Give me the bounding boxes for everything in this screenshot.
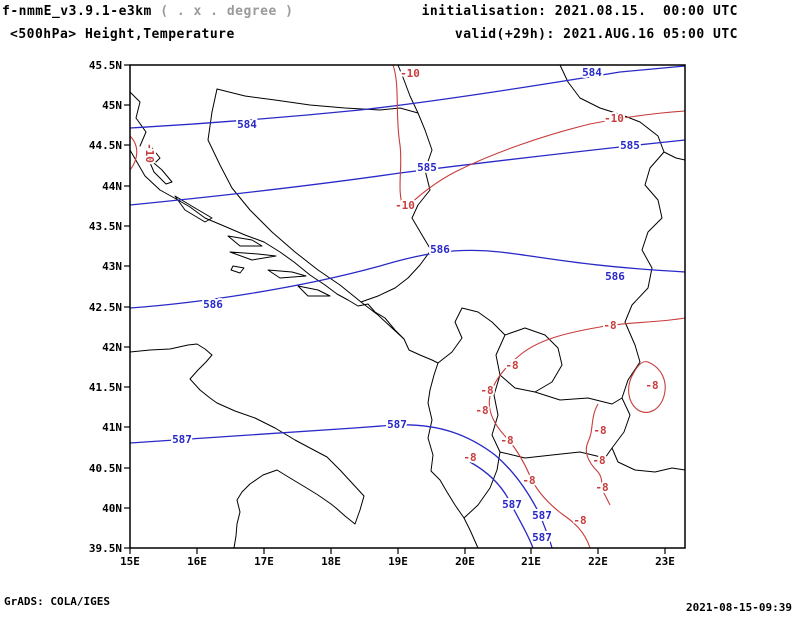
coastline-layer bbox=[129, 91, 479, 549]
border-layer bbox=[207, 64, 686, 519]
y-axis-label: 42N bbox=[102, 341, 122, 354]
temp-contour-label: -10 bbox=[604, 112, 624, 125]
temp-contour-minus8-closed-loop bbox=[628, 361, 666, 413]
height-contour-label: 587 bbox=[502, 498, 522, 511]
height-contour-label: 584 bbox=[582, 66, 602, 79]
height-contour-label: 586 bbox=[203, 298, 223, 311]
y-axis-label: 43N bbox=[102, 260, 122, 273]
temp-contour-minus8-main bbox=[488, 317, 686, 549]
temp-contour-label: -8 bbox=[505, 359, 518, 372]
height-contour-label: 586 bbox=[430, 243, 450, 256]
temp-contour-label: -8 bbox=[593, 424, 606, 437]
temp-contour-label: -8 bbox=[522, 474, 535, 487]
contour-label-layer: 584 584 585 585 586 586 586 587 587 587 587 587 -10 -… bbox=[141, 64, 661, 546]
temp-contour-label: -8 bbox=[475, 404, 488, 417]
render-timestamp: 2021-08-15-09:39 bbox=[686, 601, 792, 614]
y-axis-label: 41.5N bbox=[89, 381, 122, 394]
island-brac bbox=[227, 235, 263, 247]
border-serbia-east bbox=[559, 64, 686, 473]
height-contour-587-main bbox=[129, 424, 553, 549]
x-axis-label: 16E bbox=[187, 555, 207, 568]
field-title: <500hPa> Height,Temperature bbox=[10, 27, 235, 42]
height-contour-label: 587 bbox=[172, 433, 192, 446]
border-macedonia-west bbox=[491, 374, 501, 453]
x-axis-label: 22E bbox=[588, 555, 608, 568]
x-axis-label: 17E bbox=[254, 555, 274, 568]
temp-contour-layer bbox=[129, 64, 686, 549]
temp-contour-minus10-west bbox=[129, 135, 138, 171]
border-romania-spur bbox=[663, 151, 686, 161]
island-korcula bbox=[267, 269, 307, 279]
y-axis-label: 42.5N bbox=[89, 301, 122, 314]
y-axis-label: 45N bbox=[102, 99, 122, 112]
height-contour-label: 584 bbox=[237, 118, 257, 131]
height-contour-label: 586 bbox=[605, 270, 625, 283]
temp-contour-minus10-main bbox=[392, 64, 686, 211]
island-hvar bbox=[229, 251, 277, 261]
y-axis-label: 44.5N bbox=[89, 139, 122, 152]
y-axis-label: 40N bbox=[102, 502, 122, 515]
valid-time-label: valid(+29h): 2021.AUG.16 05:00 UTC bbox=[454, 27, 738, 42]
model-title-line: f-nmmE_v3.9.1-e3km ( . x . degree ) bbox=[2, 4, 293, 19]
temp-contour-label: -8 bbox=[573, 514, 586, 527]
temp-contour-label: -8 bbox=[463, 451, 476, 464]
y-axis-label: 41N bbox=[102, 421, 122, 434]
coastline-dalmatia-balkan bbox=[129, 149, 479, 549]
coastline-italy bbox=[129, 343, 365, 549]
height-contour-label: 587 bbox=[387, 418, 407, 431]
border-albania-greece bbox=[463, 451, 501, 519]
height-contour-label: 585 bbox=[417, 161, 437, 174]
temp-contour-label: -8 bbox=[603, 319, 616, 332]
temp-contour-label: -8 bbox=[645, 379, 658, 392]
temp-contour-label: -8 bbox=[500, 434, 513, 447]
island-vis bbox=[230, 265, 245, 274]
x-axis-label: 18E bbox=[321, 555, 341, 568]
temp-contour-minus8-wiggle bbox=[585, 403, 611, 506]
island-krk bbox=[147, 147, 161, 163]
border-montenegro-albania-kosovo bbox=[437, 307, 506, 364]
x-axis-label: 23E bbox=[655, 555, 675, 568]
model-grid-note: ( . x . degree ) bbox=[151, 4, 294, 19]
x-axis-label: 15E bbox=[120, 555, 140, 568]
x-axis-label: 20E bbox=[455, 555, 475, 568]
y-axis-label: 45.5N bbox=[89, 59, 122, 72]
model-name: f-nmmE_v3.9.1-e3km bbox=[2, 4, 152, 19]
x-axis-label: 19E bbox=[388, 555, 408, 568]
temp-contour-label: -8 bbox=[592, 454, 605, 467]
height-contour-587-secondary bbox=[469, 461, 534, 549]
height-contour-586 bbox=[129, 249, 686, 309]
height-contour-585 bbox=[129, 139, 686, 206]
temp-contour-label: -8 bbox=[480, 384, 493, 397]
x-axis-label: 21E bbox=[521, 555, 541, 568]
y-axis-label: 40.5N bbox=[89, 462, 122, 475]
grads-credit: GrADS: COLA/IGES bbox=[4, 595, 110, 608]
temp-contour-label: -10 bbox=[395, 199, 415, 212]
island-dugi-otok bbox=[174, 195, 213, 223]
temp-contour-label: -8 bbox=[595, 481, 608, 494]
border-bosnia bbox=[207, 88, 433, 303]
border-croatia-serbia bbox=[397, 64, 419, 114]
height-contour-label: 587 bbox=[532, 509, 552, 522]
temp-contour-label: -10 bbox=[143, 143, 156, 163]
border-montenegro-coast-link bbox=[360, 301, 405, 340]
y-axis-label: 39.5N bbox=[89, 542, 122, 555]
border-kosovo bbox=[495, 327, 563, 393]
init-time-label: initialisation: 2021.08.15. 00:00 UTC bbox=[421, 4, 738, 19]
island-pag bbox=[147, 157, 173, 185]
coastline-northwest-segment bbox=[129, 91, 147, 147]
height-contour-584 bbox=[129, 65, 686, 129]
border-macedonia-north bbox=[534, 391, 623, 405]
island-mljet bbox=[297, 285, 331, 297]
height-contour-label: 587 bbox=[532, 531, 552, 544]
y-axis-label: 43.5N bbox=[89, 220, 122, 233]
temp-contour-label: -10 bbox=[400, 67, 420, 80]
y-axis-label: 44N bbox=[102, 180, 122, 193]
height-contour-label: 585 bbox=[620, 139, 640, 152]
axis-layer: 45.5N 45N 44.5N 44N 43.5N 43N 42.5N 42N 41.5N 41N… bbox=[89, 59, 675, 568]
